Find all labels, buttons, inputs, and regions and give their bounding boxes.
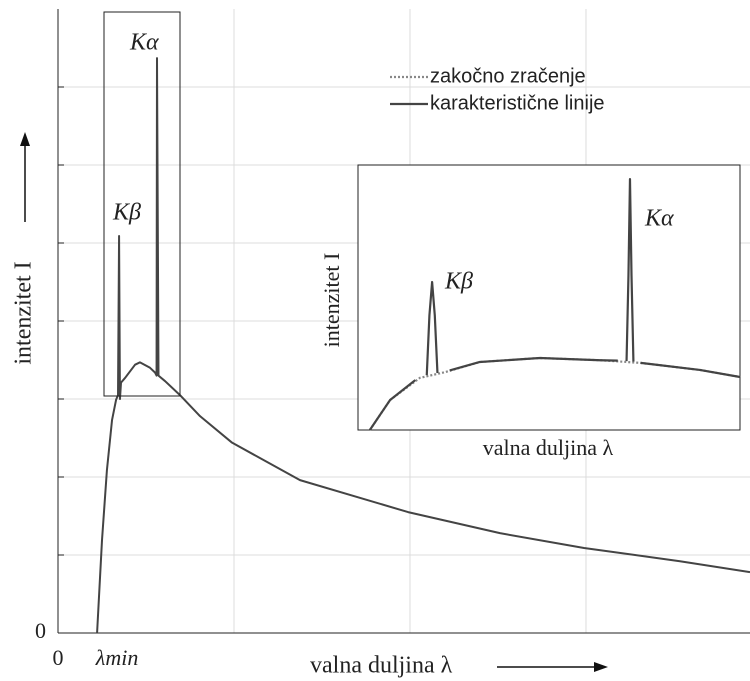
peak-label: Kβ — [444, 269, 473, 295]
x-tick-label: λmin — [95, 645, 139, 670]
series-line — [96, 57, 750, 634]
x-arrow-head — [594, 662, 608, 672]
legend-label: karakteristične linije — [430, 92, 605, 114]
x-tick-label: 0 — [53, 645, 64, 670]
y-arrow-head — [20, 132, 30, 146]
zoom-box — [103, 11, 181, 397]
peak-label: Kβ — [112, 200, 141, 226]
inset-x-label: valna duljina λ — [483, 435, 614, 460]
peak-label: Kα — [129, 30, 159, 56]
inset-frame — [357, 164, 741, 431]
x-axis-label: valna duljina λ — [310, 653, 453, 679]
legend: zakočno zračenje karakteristične linije — [390, 65, 605, 114]
legend-label: zakočno zračenje — [430, 65, 586, 87]
inset-y-label: intenzitet I — [319, 253, 344, 348]
peak-label: Kα — [644, 206, 674, 232]
y-axis-label: intenzitet I — [11, 261, 37, 364]
series-line — [368, 178, 741, 431]
y-tick-label: 0 — [35, 618, 46, 643]
inset-plot: Kβ Kα — [368, 178, 741, 431]
